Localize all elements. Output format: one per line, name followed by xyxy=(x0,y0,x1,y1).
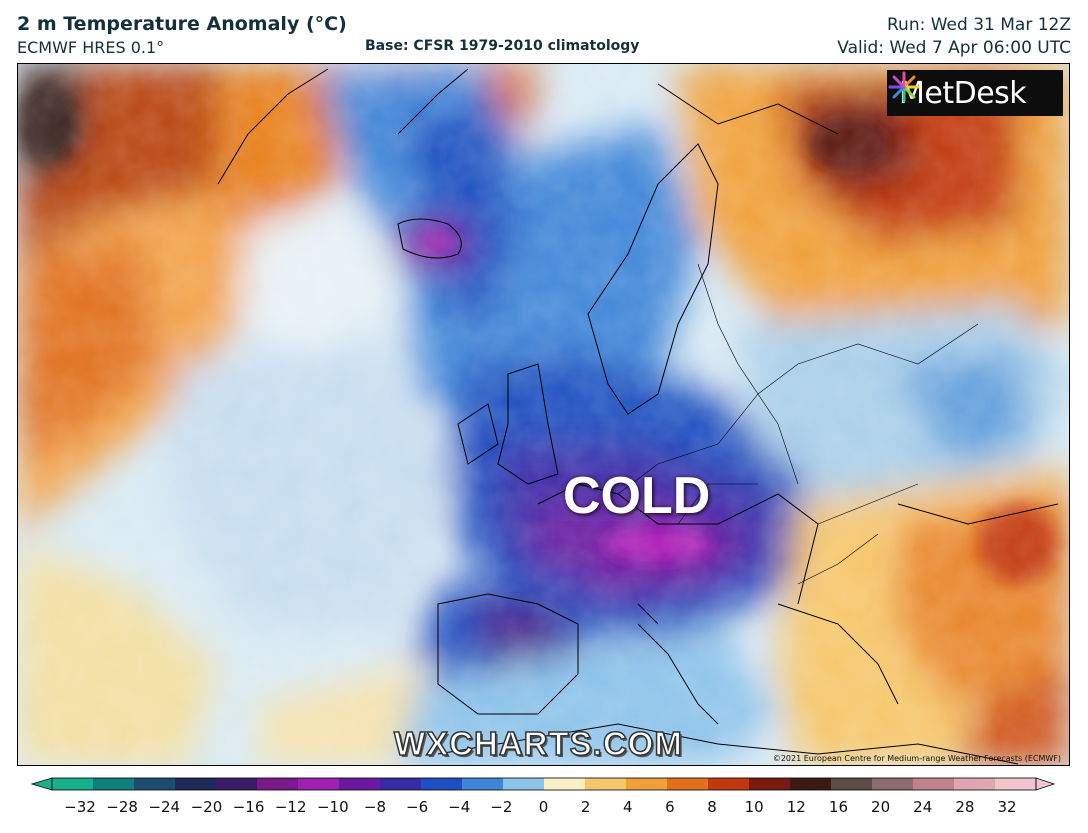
colorbar-segment xyxy=(421,778,463,790)
colorbar-tick-label: −6 xyxy=(406,798,429,816)
colorbar-segment xyxy=(175,778,217,790)
colorbar-segment xyxy=(626,778,668,790)
colorbar-min-arrow xyxy=(30,777,53,791)
texture-noise xyxy=(18,64,1069,765)
colorbar-tick-label: 12 xyxy=(786,798,806,816)
colorbar-tick-label: −24 xyxy=(148,798,181,816)
colorbar-segment xyxy=(708,778,750,790)
colorbar-segment xyxy=(134,778,176,790)
logo-text: MetDesk xyxy=(899,75,1027,111)
colorbar-segment xyxy=(52,778,94,790)
colorbar-tick-label: 4 xyxy=(622,798,633,816)
colorbar-strip xyxy=(30,777,1056,791)
colorbar-max-arrow xyxy=(1035,777,1056,791)
ecmwf-copyright: ©2021 European Centre for Medium-range W… xyxy=(772,754,1061,763)
colorbar-tick-label: −32 xyxy=(64,798,96,816)
colorbar-tick-label: 28 xyxy=(955,798,975,816)
colorbar-segment xyxy=(913,778,955,790)
colorbar-tick-label: −4 xyxy=(448,798,471,816)
colorbar-tick-label: 16 xyxy=(828,798,848,816)
wxcharts-watermark: WXCHARTS.COM xyxy=(393,724,683,763)
colorbar-tick-label: 8 xyxy=(707,798,717,816)
chart-title: 2 m Temperature Anomaly (°C) xyxy=(17,13,347,35)
colorbar-tick-label: 0 xyxy=(538,798,549,816)
colorbar-tick-label: 32 xyxy=(997,798,1017,816)
colorbar: −32 −28 −24 −20 −16 −12 −10 −8 −6 −4 −2 0 2 4 6 8 10 12 16… xyxy=(0,772,1088,832)
run-time-label: Run: Wed 31 Mar 12Z xyxy=(887,15,1071,35)
country-borders xyxy=(617,263,979,585)
colorbar-segment xyxy=(339,778,381,790)
colorbar-segment xyxy=(872,778,914,790)
colorbar-segment xyxy=(995,778,1037,790)
colorbar-segment xyxy=(257,778,299,790)
colorbar-tick-label: −12 xyxy=(274,798,307,816)
colorbar-segment xyxy=(544,778,586,790)
colorbar-tick-label: −16 xyxy=(232,798,265,816)
coastlines xyxy=(217,68,1059,765)
colorbar-tick-label: −28 xyxy=(106,798,138,816)
colorbar-border xyxy=(51,777,1037,791)
colorbar-segment xyxy=(93,778,135,790)
valid-time-label: Valid: Wed 7 Apr 06:00 UTC xyxy=(837,38,1071,58)
colorbar-tick-label: 2 xyxy=(580,798,591,816)
colorbar-segment xyxy=(216,778,258,790)
flower-burst-icon xyxy=(888,71,920,103)
climatology-base-label: Base: CFSR 1979-2010 climatology xyxy=(365,38,640,54)
metdesk-logo: MetDesk xyxy=(887,70,1063,116)
cold-annotation: COLD xyxy=(563,467,711,525)
colorbar-tick-label: 10 xyxy=(744,798,764,816)
colorbar-tick-label: 6 xyxy=(665,798,675,816)
colorbar-tick-label: −10 xyxy=(316,798,349,816)
colorbar-segment xyxy=(790,778,832,790)
colorbar-segment xyxy=(954,778,996,790)
colorbar-segment xyxy=(298,778,340,790)
colorbar-segment xyxy=(462,778,504,790)
colorbar-tick-label: 24 xyxy=(913,798,933,816)
colorbar-segment xyxy=(749,778,791,790)
model-label: ECMWF HRES 0.1° xyxy=(17,38,165,57)
colorbar-tick-label: −20 xyxy=(190,798,223,816)
colorbar-tick-label: −8 xyxy=(363,798,387,816)
colorbar-segment xyxy=(380,778,422,790)
colorbar-segment xyxy=(585,778,627,790)
colorbar-segment xyxy=(667,778,709,790)
colorbar-segment xyxy=(831,778,873,790)
colorbar-tick-label: 20 xyxy=(871,798,891,816)
colorbar-tick-label: −2 xyxy=(490,798,513,816)
colorbar-segment xyxy=(503,778,545,790)
anomaly-map[interactable]: MetDesk COLD WXCHARTS.COM ©2021 European… xyxy=(17,63,1070,766)
map-canvas xyxy=(18,64,1069,765)
